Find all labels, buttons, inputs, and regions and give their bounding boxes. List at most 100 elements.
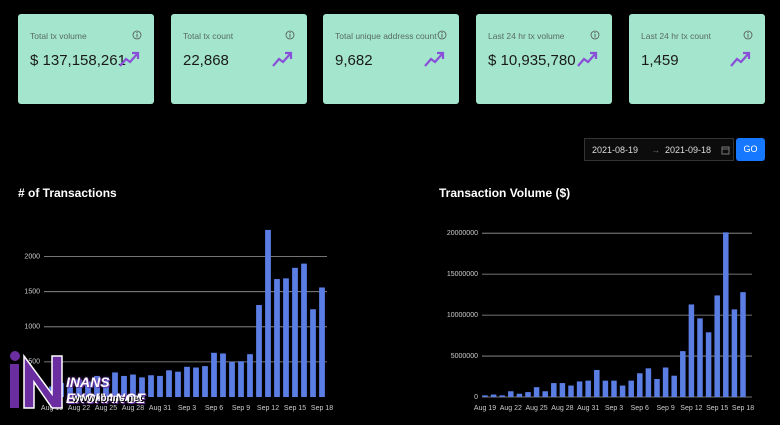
y-tick-label: 5000000 [451,353,478,360]
bar [94,375,100,397]
card-title: Last 24 hr tx count [641,31,711,41]
card-title: Total tx count [183,31,234,41]
y-tick-label: 20000000 [447,230,478,237]
bar [220,353,226,397]
bar [148,375,154,397]
end-date[interactable]: 2021-09-18 [665,145,712,155]
x-tick-label: Sep 15 [706,405,728,412]
arrow: → [651,145,660,155]
x-tick-label: Aug 22 [500,405,522,412]
bar [662,367,669,397]
bar [157,375,163,397]
trend-icon [272,51,293,67]
bar [568,385,574,397]
x-tick-label: Sep 3 [605,405,623,412]
info-icon[interactable] [132,30,142,40]
bar [256,305,262,397]
bar [490,394,497,397]
info-icon[interactable] [743,30,753,40]
bar [229,361,235,397]
card-value: $ 137,158,261 [30,52,126,69]
bar [112,372,118,397]
bar [103,377,109,397]
stat-card: Last 24 hr tx volume $ 10,935,780 [476,14,612,104]
x-tick-label: Sep 12 [257,405,279,412]
bar [602,380,609,397]
x-tick-label: Aug 25 [526,405,548,412]
bar [499,395,505,397]
bar [319,287,325,397]
bar [202,366,208,397]
x-tick-label: Sep 3 [178,405,196,412]
bar [310,309,316,397]
info-icon[interactable] [285,30,295,40]
calendar-icon [721,146,730,155]
trend-icon [424,51,445,67]
bar [247,354,253,397]
start-date[interactable]: 2021-08-19 [592,145,639,155]
bar [121,375,127,397]
bar [184,366,190,397]
bar [76,379,82,397]
x-tick-label: Sep 18 [732,405,754,412]
x-tick-label: Sep 12 [680,405,702,412]
bar [688,304,695,397]
y-tick-label: 1000 [24,324,40,331]
bar [533,387,540,397]
chart-title: Transaction Volume ($) [439,186,570,200]
bar [619,385,626,397]
watermark-url: www.ibnns.net [72,393,143,404]
bar [292,267,298,397]
bar [211,352,217,397]
info-icon[interactable] [590,30,600,40]
bar [166,370,172,397]
bar [645,368,652,397]
stat-card: Total tx count 22,868 [171,14,307,104]
bar [516,393,523,397]
bar [723,232,729,397]
bar [654,378,660,397]
trend-icon [119,51,140,67]
y-tick-label: 15000000 [447,271,478,278]
y-tick-label: 2000 [24,253,40,260]
card-value: 1,459 [641,52,679,69]
bar [283,278,289,397]
bar [740,292,746,397]
stat-card: Last 24 hr tx count 1,459 [629,14,765,104]
x-tick-label: Aug 31 [149,405,171,412]
y-tick-label: 0 [474,394,478,401]
go-button[interactable]: GO [736,138,765,161]
y-tick-label: 10000000 [447,312,478,319]
x-tick-label: Aug 28 [551,405,573,412]
x-tick-label: Sep 9 [656,405,674,412]
y-tick-label: 1500 [24,289,40,296]
bar [705,332,712,397]
bar [274,279,280,397]
bar [301,263,307,397]
x-tick-label: Sep 6 [631,405,649,412]
stat-card: Total unique address count 9,682 [323,14,459,104]
bar [611,380,617,397]
bar [680,351,686,397]
bar [559,383,566,397]
x-tick-label: Aug 22 [68,405,90,412]
card-title: Total unique address count [335,31,437,41]
x-tick-label: Sep 9 [232,405,250,412]
card-title: Last 24 hr tx volume [488,31,565,41]
bar [594,369,600,397]
info-icon[interactable] [437,30,447,40]
bar [628,380,634,397]
bar [714,295,720,397]
bar [139,377,145,397]
x-tick-label: Aug 28 [122,405,144,412]
bar [551,383,557,397]
bar [671,375,677,397]
date-range-picker[interactable]: 2021-08-19 → 2021-09-18 [584,138,734,161]
bar [637,373,643,397]
bar [585,380,591,397]
trend-icon [577,51,598,67]
bar [238,361,244,397]
bar [576,381,583,397]
